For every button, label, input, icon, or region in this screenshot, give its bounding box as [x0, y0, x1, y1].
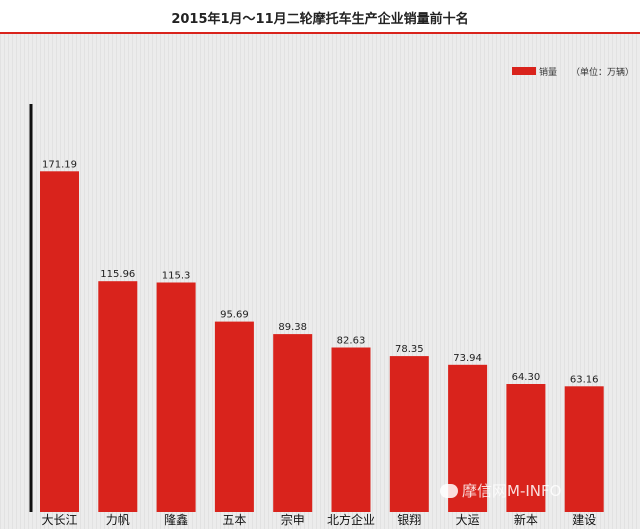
- chart-header: 2015年1月～11月二轮摩托车生产企业销量前十名: [0, 0, 640, 34]
- bar-10: [564, 386, 604, 512]
- bar-7: [389, 356, 429, 512]
- value-label-5: 89.38: [278, 322, 307, 333]
- bar-5: [273, 334, 313, 512]
- value-labels-group: 171.19 115.96 115.3 95.69 89.38 82.63 78.35 73.…: [42, 159, 599, 385]
- category-label-4: 五本: [222, 513, 246, 527]
- category-label-9: 新本: [514, 512, 538, 527]
- value-label-3: 115.3: [162, 271, 191, 282]
- category-label-8: 大运: [456, 513, 480, 527]
- value-label-10: 63.16: [570, 374, 599, 385]
- legend-swatch: [511, 67, 536, 75]
- value-label-8: 73.94: [453, 353, 482, 364]
- watermark-text: 摩信网M-INFO: [462, 482, 562, 500]
- value-label-9: 64.30: [512, 372, 541, 383]
- chart-title: 2015年1月～11月二轮摩托车生产企业销量前十名: [171, 12, 469, 27]
- category-label-6: 北方企业: [327, 512, 375, 527]
- legend: 销量 （单位：万辆）: [511, 64, 634, 78]
- bar-4: [214, 321, 254, 512]
- category-label-1: 大长江: [41, 513, 77, 527]
- category-labels-group: 大长江 力帆 隆鑫 五本 宗申 北方企业 银翔 大运 新本 建设: [41, 512, 596, 527]
- value-label-4: 95.69: [220, 310, 249, 321]
- bar-3: [156, 282, 196, 512]
- legend-label: 销量: [538, 67, 557, 78]
- value-label-1: 171.19: [42, 159, 77, 170]
- value-label-7: 78.35: [395, 344, 424, 355]
- bars-group: [40, 171, 604, 513]
- category-label-3: 隆鑫: [164, 512, 188, 527]
- category-label-10: 建设: [572, 513, 596, 527]
- bar-1: [40, 171, 79, 513]
- category-label-5: 宗申: [281, 512, 305, 527]
- bar-2: [98, 281, 138, 512]
- value-label-6: 82.63: [337, 336, 366, 347]
- bar-6: [331, 347, 371, 512]
- category-label-2: 力帆: [106, 512, 130, 527]
- value-label-2: 115.96: [100, 269, 135, 280]
- watermark: 摩信网M-INFO: [440, 480, 561, 501]
- wechat-icon: [440, 483, 458, 498]
- bar-9: [506, 384, 546, 512]
- unit-note: （单位：万辆）: [570, 67, 634, 78]
- category-label-7: 银翔: [397, 513, 421, 527]
